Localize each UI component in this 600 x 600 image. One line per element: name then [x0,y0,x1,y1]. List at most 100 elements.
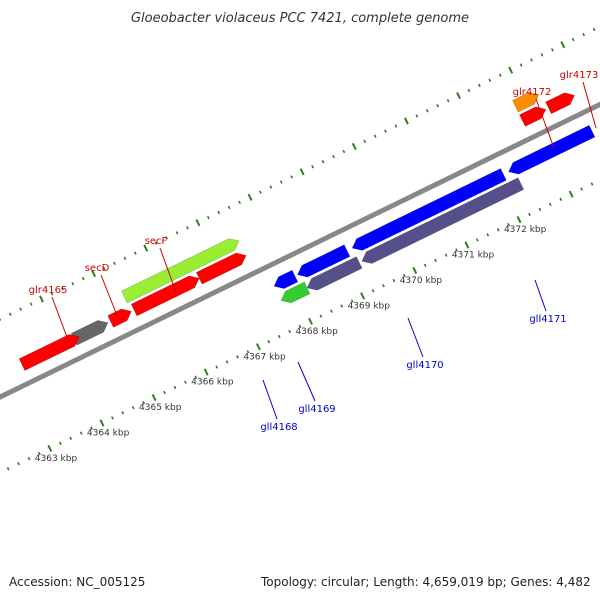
major-tick [568,190,574,198]
gene-label-secF[interactable]: secF [145,236,168,247]
minor-tick [329,309,333,313]
major-tick [99,419,105,427]
gene-arrow-gll4169-purple[interactable] [306,256,363,291]
minor-tick [19,307,23,311]
gene-arrow-gll4168-green[interactable] [280,281,311,304]
scale-label: 4364 kbp [87,429,130,439]
minor-tick [321,159,325,164]
minor-tick [507,222,510,227]
minor-tick [519,63,523,67]
accession-text: Accession: NC_005125 [9,575,146,589]
gene-arrow-gll4170[interactable] [351,168,507,251]
label-leader-line [100,274,119,319]
minor-tick [538,207,542,212]
major-tick [39,295,44,303]
label-leader-line [582,81,597,129]
minor-tick [113,261,116,266]
major-tick [560,41,566,49]
major-tick [464,241,470,249]
minor-tick [530,58,533,62]
label-leader-line [159,247,177,293]
minor-tick [50,292,54,296]
gene-label-gll4171[interactable]: gll4171 [529,314,566,325]
minor-tick [60,287,64,291]
backbone-line [0,101,600,400]
minor-tick [165,236,168,240]
minor-tick [259,190,262,194]
gene-arrow-secDF-lime[interactable] [121,238,240,304]
minor-tick [267,339,271,344]
minor-tick [277,334,281,339]
scale-label: 4366 kbp [191,378,234,388]
minor-tick [332,154,335,159]
gene-arrow-gll4168[interactable] [273,269,299,289]
scale-label: 4365 kbp [139,403,182,413]
gene-label-glr4173[interactable]: glr4173 [560,70,599,81]
minor-tick [550,48,554,52]
minor-tick [269,185,273,189]
gene-arrow-glr4172[interactable] [519,106,547,127]
minor-tick [548,202,552,207]
gene-label-glr4172[interactable]: glr4172 [513,87,552,98]
minor-tick [342,149,346,154]
gene-arrow-secD-small[interactable] [107,308,132,328]
major-tick [308,317,313,325]
major-tick [403,117,409,125]
genome-summary-text: Topology: circular; Length: 4,659,019 bp… [261,575,591,589]
minor-tick [58,441,62,446]
minor-tick [38,451,41,456]
minor-tick [488,78,492,82]
minor-tick [436,104,440,108]
minor-tick [81,276,85,281]
major-tick [203,368,209,376]
minor-tick [90,426,93,430]
gene-label-gll4169[interactable]: gll4169 [298,404,335,415]
minor-tick [340,304,344,308]
scale-ticks [0,27,596,477]
minor-tick [184,380,187,385]
minor-tick [111,416,114,420]
minor-tick [444,253,448,257]
minor-tick [215,365,219,369]
gene-arrow-secF[interactable] [195,252,247,285]
minor-tick [371,289,375,293]
minor-tick [528,212,531,217]
minor-tick [559,197,563,201]
minor-tick [455,248,458,252]
major-tick [247,193,253,201]
gene-labels: glr4165secDsecFglr4172glr4173gll4168gll4… [29,70,599,433]
scale-label: 4367 kbp [243,352,286,362]
minor-tick [121,411,125,415]
minor-tick [423,263,427,268]
gene-arrow-glr4173[interactable] [545,92,575,115]
scale-label: 4371 kbp [452,251,495,261]
minor-tick [6,467,10,471]
minor-tick [79,431,83,435]
minor-tick [206,215,210,220]
minor-tick [123,256,127,260]
minor-tick [217,210,221,215]
gene-arrow-secD[interactable] [130,275,200,317]
scale-label: 4368 kbp [295,327,338,337]
gene-arrow-gll4169[interactable] [297,244,351,278]
gene-label-glr4165[interactable]: glr4165 [29,285,68,296]
minor-tick [279,180,283,184]
gene-arrow-gll4171[interactable] [508,124,596,175]
gene-label-secD[interactable]: secD [85,263,110,274]
scale-labels: 4363 kbp 4364 kbp 4365 kbp 4366 kbp 4367 kbp… [35,225,547,464]
minor-tick [288,329,292,334]
gene-label-gll4170[interactable]: gll4170 [406,360,443,371]
minor-tick [175,231,179,235]
minor-tick [17,461,20,466]
minor-tick [246,350,250,354]
minor-tick [592,27,596,32]
scale-label: 4372 kbp [504,225,547,235]
gene-arrow-glr4165b[interactable] [18,334,80,371]
gene-features [18,92,596,371]
minor-tick [590,182,594,186]
minor-tick [131,406,135,410]
gene-label-gll4168[interactable]: gll4168 [260,422,297,433]
label-leader-line [534,279,547,312]
label-leader-line [407,317,424,358]
gene-arrow-gll4170-purple[interactable] [361,177,525,264]
